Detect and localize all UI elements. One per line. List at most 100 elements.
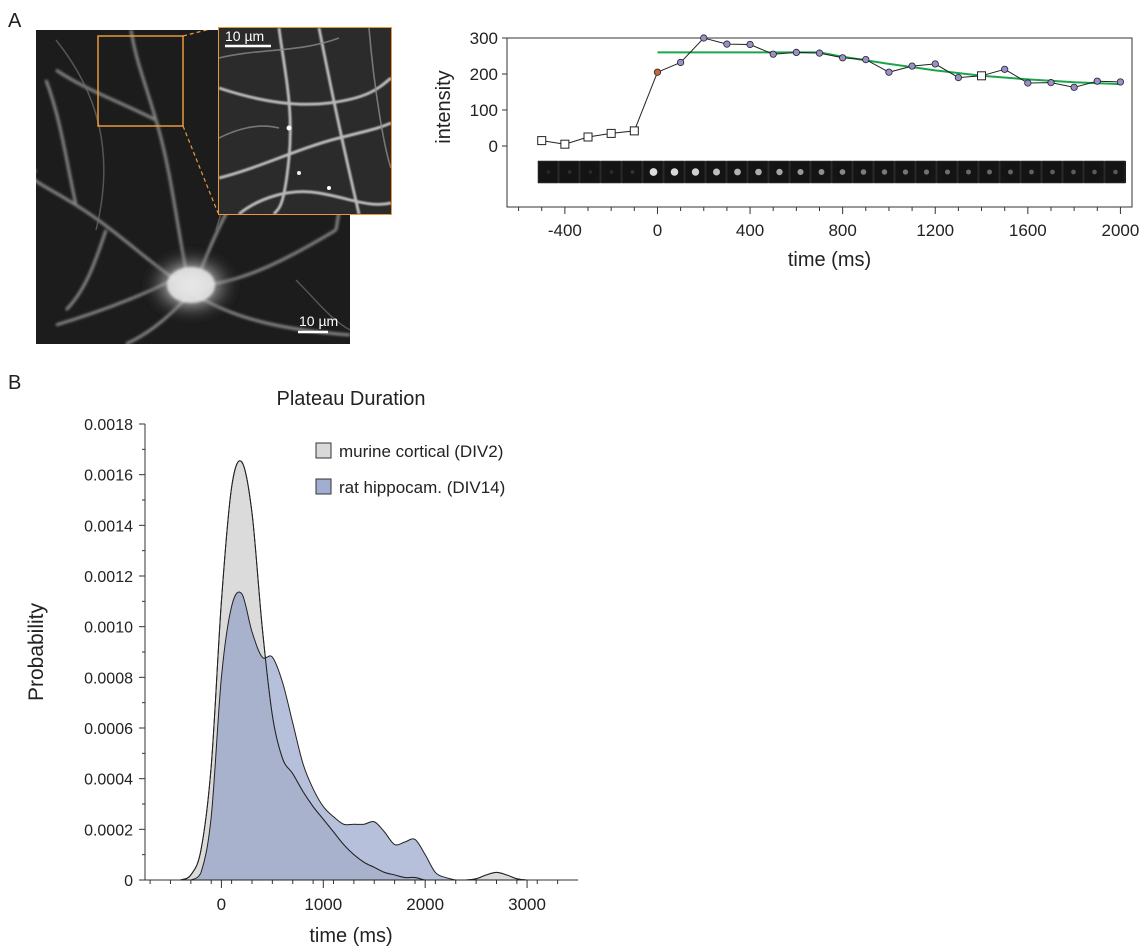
x-tick-label-b: 0 [217, 895, 226, 914]
y-tick-label-b: 0.0004 [84, 772, 133, 789]
frame-strip-cell [747, 160, 769, 184]
frame-strip-cell [1041, 160, 1063, 184]
event-point [723, 40, 731, 48]
frame-strip-spot [567, 170, 572, 174]
y-tick-label-b: 0.0014 [84, 518, 133, 535]
event-point [885, 68, 893, 76]
event-point [746, 40, 754, 49]
y-tick-label-b: 0.0016 [84, 468, 133, 485]
y-tick-label-a: 100 [470, 101, 498, 120]
frame-strip-spot [1008, 169, 1013, 175]
x-tick-label-b: 3000 [508, 895, 546, 914]
y-axis-label-b: Probability [25, 602, 48, 701]
frame-strip-cell [936, 160, 958, 184]
x-tick-label-a: 2000 [1102, 221, 1140, 240]
baseline-point [583, 132, 593, 142]
frame-strip-cell [684, 160, 706, 184]
frame-strip-spot [1029, 169, 1034, 175]
frame-strip-cell [978, 160, 1000, 184]
x-tick-label-a: 400 [736, 221, 764, 240]
frame-strip-spot [776, 168, 783, 176]
x-tick-label-a: -400 [548, 221, 582, 240]
baseline-point [560, 139, 570, 149]
frame-strip-spot [987, 169, 992, 175]
x-tick-label-b: 1000 [304, 895, 342, 914]
frame-strip-spot [1113, 169, 1118, 175]
frame-strip-spot [546, 170, 551, 174]
frame-strip-cell [1062, 160, 1084, 184]
event-point [908, 62, 916, 70]
event-point [1070, 83, 1078, 91]
inset-image [219, 28, 391, 214]
event-point [815, 49, 824, 57]
frame-strip-cell [768, 160, 790, 184]
scalebar-inset-label: 10 µm [225, 28, 265, 44]
frame-strip-cell [642, 160, 664, 184]
fit-line [657, 51, 1121, 86]
frame-strip-cell [558, 160, 580, 184]
frame-strip-spot [1050, 169, 1055, 175]
frame-strip-cell [579, 160, 601, 184]
event-point [954, 74, 962, 82]
event-point [1116, 78, 1125, 86]
event-point [1024, 79, 1032, 87]
frame-strip-cell [894, 160, 916, 184]
frame-strip-cell [726, 160, 748, 184]
frame-strip-spot [1092, 169, 1097, 175]
y-tick-label-b: 0.0012 [84, 569, 133, 586]
y-tick-label-a: 300 [470, 29, 498, 48]
y-tick-label-b: 0.0010 [84, 620, 133, 637]
murine-cortical-density [180, 460, 528, 881]
frame-strip-cell [852, 160, 874, 184]
frame-strip-spot [691, 168, 700, 176]
baseline-point [629, 126, 639, 136]
y-tick-label-b: 0.0002 [84, 822, 133, 839]
inset-region-box [97, 35, 184, 127]
frame-strip-cell [957, 160, 979, 184]
x-tick-label-b: 2000 [406, 895, 444, 914]
chart-b-title: Plateau Duration [277, 388, 426, 410]
frame-strip-cell [1104, 160, 1126, 184]
frame-strip-spot [818, 169, 825, 175]
y-tick-label-b: 0.0008 [84, 670, 133, 687]
event-point [1001, 65, 1009, 73]
y-tick-label-b: 0.0006 [84, 721, 133, 738]
event-point [700, 34, 708, 42]
x-axis-label-b: time (ms) [309, 925, 392, 947]
frame-strip-spot [713, 168, 720, 176]
frame-strip-cell [873, 160, 895, 184]
frame-strip-cell [1083, 160, 1105, 184]
frame-strip-spot [839, 169, 846, 175]
event-point [862, 55, 870, 64]
frame-strip-spot [902, 169, 909, 175]
y-tick-label-b: 0.0018 [84, 417, 133, 434]
frame-strip-spot [755, 168, 762, 176]
murine-cortical-outline [180, 460, 528, 881]
frame-strip-cell [663, 160, 685, 184]
frame-strip-cell [915, 160, 937, 184]
frame-strip-cell [999, 160, 1021, 184]
legend-swatch-murine [315, 442, 332, 459]
frame-strip-spot [797, 168, 804, 176]
x-axis-label-a: time (ms) [788, 249, 871, 271]
scalebar-main-label: 10 µm [299, 313, 339, 329]
legend-label-murine: murine cortical (DIV2) [339, 442, 503, 461]
frame-strip-cell [789, 160, 811, 184]
panel-label-b: B [8, 372, 22, 394]
frame-strip-spot [1071, 169, 1076, 175]
event-point [792, 48, 800, 57]
intensity-trace-line [541, 37, 1121, 145]
frame-strip-spot [881, 169, 888, 175]
event-point [839, 54, 847, 62]
event-point [931, 60, 939, 68]
event-point [677, 58, 685, 67]
frame-strip-cell [621, 160, 643, 184]
neuron-inset-image: 10 µm [218, 27, 392, 215]
legend-swatch-rat [315, 478, 332, 495]
frame-strip-spot [588, 170, 593, 174]
frame-strip-spot [670, 168, 679, 176]
frame-strip-cell [831, 160, 853, 184]
frame-strip-cell [705, 160, 727, 184]
frame-strip-spot [923, 169, 930, 175]
baseline-point [606, 128, 616, 138]
